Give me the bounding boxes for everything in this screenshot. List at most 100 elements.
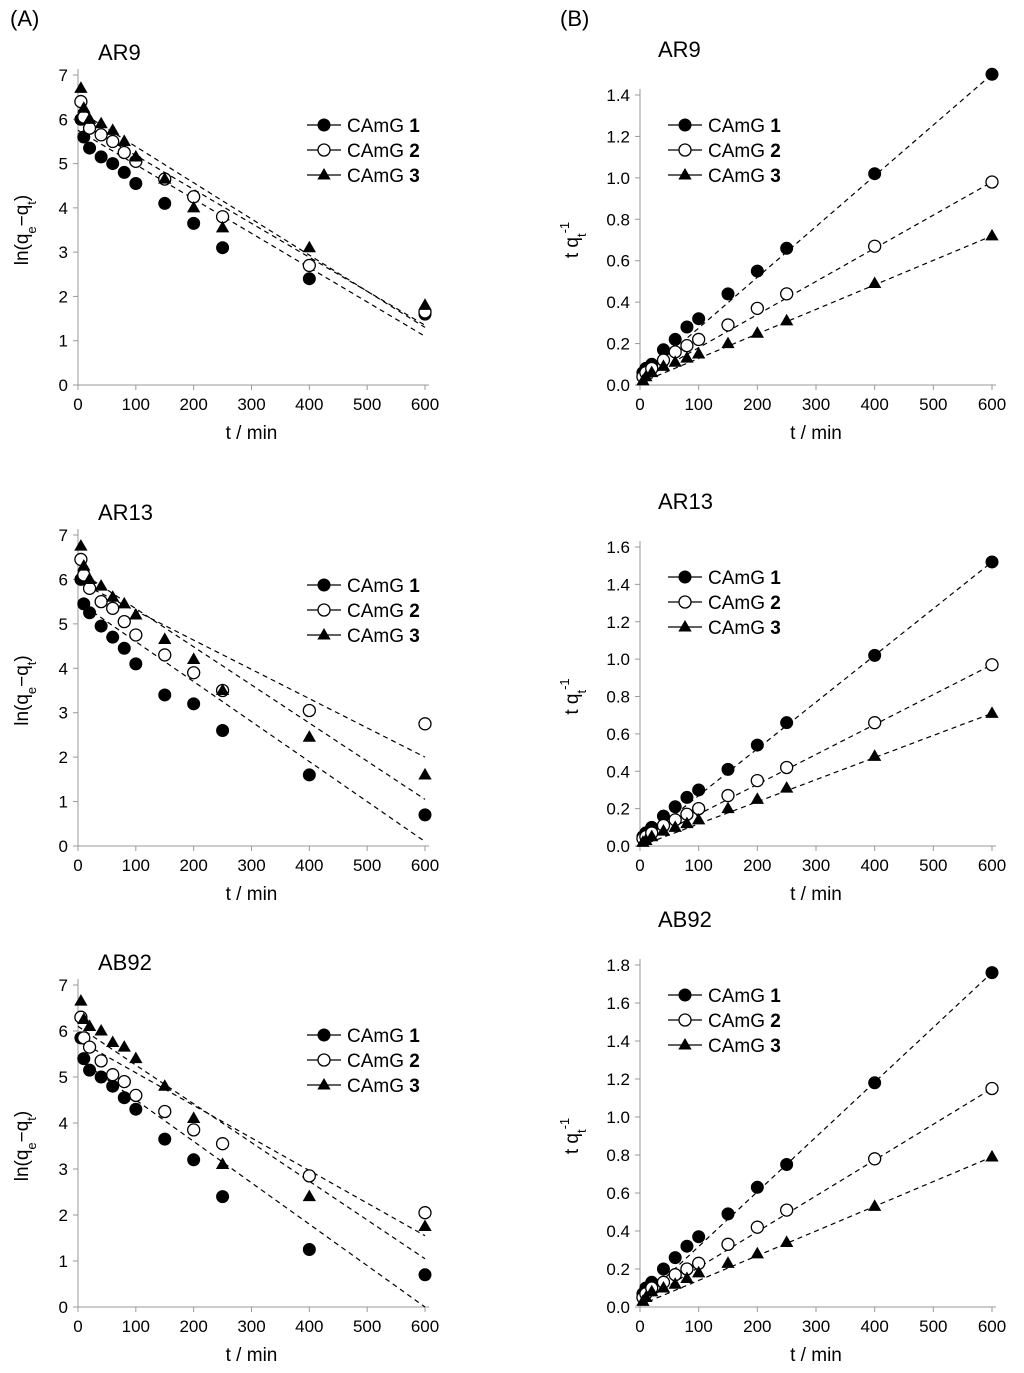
data-point-series-1 [94, 619, 108, 633]
data-point-series-3 [158, 172, 172, 184]
data-point-series-2 [215, 1137, 230, 1151]
chart-a-ar9: 0 1 2 3 4 5 6 7 0 100 200 300 400 500 600 t / min ln(qe−… [12, 40, 439, 444]
data-point-series-1 [117, 641, 131, 655]
x-tick-label: 200 [179, 395, 207, 414]
data-point-series-2 [302, 1169, 316, 1183]
x-tick-label: 200 [743, 856, 771, 875]
y-tick-label: 0.2 [606, 800, 630, 819]
data-point-series-1 [780, 241, 794, 255]
data-point-series-3 [656, 824, 671, 836]
data-point-series-3 [668, 820, 682, 832]
legend-entry-3: CAmG 3 [307, 1076, 420, 1097]
data-point-series-1 [187, 697, 201, 711]
legend-marker [678, 1038, 692, 1050]
legend-marker [317, 143, 331, 157]
data-point-series-3 [158, 1079, 172, 1091]
x-tick-label: 400 [860, 1317, 888, 1336]
x-tick-label: 400 [860, 395, 888, 414]
fit-line-series-2 [639, 181, 993, 382]
y-tick-label: 7 [59, 526, 68, 545]
data-point-series-2 [82, 581, 97, 595]
y-tick-label: 5 [59, 615, 68, 634]
y-tick-label: 0.6 [606, 252, 630, 271]
data-point-series-2 [692, 332, 706, 347]
x-tick-label: 500 [353, 395, 381, 414]
y-tick-label: 1.6 [606, 538, 630, 557]
legend-entry-3: CAmG 3 [307, 626, 420, 647]
data-point-series-3 [668, 355, 682, 367]
data-point-series-2 [106, 601, 120, 615]
x-tick-label: 0 [73, 395, 82, 414]
data-point-series-1 [750, 1180, 764, 1194]
x-tick-label: 600 [411, 856, 439, 875]
data-point-series-2 [106, 1068, 120, 1082]
data-point-series-2 [780, 287, 794, 301]
data-point-series-1 [692, 1230, 706, 1244]
data-point-series-2 [106, 134, 120, 149]
y-tick-label: 0.2 [606, 335, 630, 354]
data-point-series-3 [77, 559, 91, 571]
data-point-series-3 [215, 1157, 230, 1169]
data-point-series-2 [117, 145, 131, 160]
chart-b-ar13: 0.0 0.2 0.4 0.6 0.8 1.0 1.2 1.4 1.6 0 100 200 300 400… [557, 489, 1007, 905]
data-point-series-3 [129, 149, 143, 162]
data-point-series-3 [692, 812, 706, 825]
y-tick-label: 2 [59, 1206, 68, 1225]
x-tick-label: 200 [743, 395, 771, 414]
data-point-series-3 [639, 369, 653, 382]
data-point-series-2 [721, 1237, 735, 1251]
legend-label: CAmG 1 [347, 116, 420, 137]
x-tick-label: 100 [684, 856, 712, 875]
chart-b-ab92: 0.0 0.2 0.4 0.6 0.8 1.0 1.2 1.4 1.6 1.8 0 100 200 300… [557, 907, 1007, 1366]
y-tick-label: 1.8 [606, 956, 630, 975]
data-point-series-2 [158, 648, 172, 662]
data-point-series-2 [129, 628, 143, 642]
x-tick-label: 400 [295, 856, 323, 875]
data-point-series-3 [82, 1019, 97, 1031]
legend-entry-2: CAmG 2 [307, 141, 420, 162]
fit-line-series-2 [639, 1087, 993, 1304]
data-point-series-1 [750, 738, 764, 752]
fit-line-series-3 [77, 570, 426, 800]
data-point-series-1 [868, 648, 882, 662]
x-tick-label: 500 [919, 856, 947, 875]
data-point-series-3 [129, 1051, 143, 1064]
y-tick-label: 7 [59, 976, 68, 995]
legend-entry-3: CAmG 3 [668, 618, 781, 639]
data-point-series-3 [117, 1040, 131, 1052]
data-point-series-2 [302, 703, 316, 718]
data-point-series-1 [302, 1243, 316, 1256]
data-point-series-3 [215, 683, 230, 696]
data-point-series-1 [692, 312, 706, 326]
y-axis-label: t qt-1 [557, 222, 589, 258]
data-point-series-1 [216, 723, 230, 737]
data-point-series-2 [94, 1054, 108, 1068]
data-point-series-3 [750, 792, 764, 804]
y-tick-label: 0 [59, 837, 68, 856]
data-point-series-2 [721, 788, 735, 803]
y-tick-label: 0.6 [606, 1184, 630, 1203]
legend-marker [678, 595, 692, 609]
data-point-series-3 [645, 1284, 659, 1297]
data-point-series-3 [645, 365, 659, 378]
data-point-series-3 [74, 994, 88, 1006]
x-tick-label: 300 [802, 856, 830, 875]
legend-marker [317, 1028, 331, 1042]
fit-line-series-2 [77, 1039, 426, 1237]
chart-title: AB92 [98, 950, 152, 975]
y-tick-label: 4 [59, 659, 68, 678]
data-point-series-2 [302, 258, 316, 273]
data-point-series-1 [680, 790, 694, 804]
y-tick-label: 0.8 [606, 210, 630, 229]
x-tick-label: 600 [978, 1317, 1006, 1336]
data-point-series-1 [106, 1079, 120, 1093]
legend-marker [317, 1078, 331, 1090]
y-tick-label: 1.2 [606, 1070, 630, 1089]
legend-entry-2: CAmG 2 [668, 593, 781, 614]
x-tick-label: 400 [295, 395, 323, 414]
data-point-series-2 [721, 318, 735, 332]
x-tick-label: 300 [802, 1317, 830, 1336]
legend-marker [317, 1053, 331, 1067]
data-point-series-3 [74, 539, 88, 551]
